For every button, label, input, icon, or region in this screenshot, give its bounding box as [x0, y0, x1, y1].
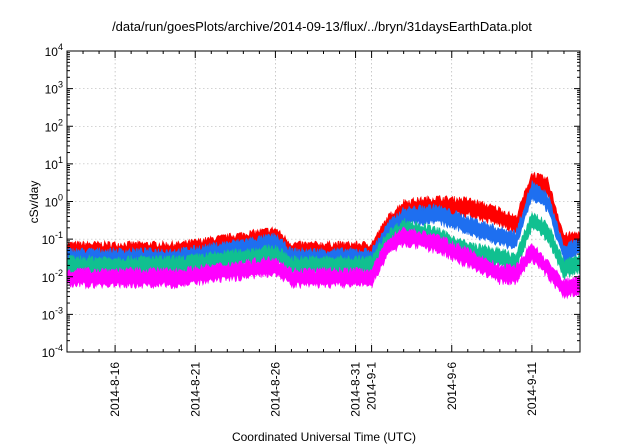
y-tick-label: 10-1 [42, 230, 63, 247]
y-tick-label: 10-3 [42, 305, 63, 322]
chart-title: /data/run/goesPlots/archive/2014-09-13/f… [112, 19, 532, 34]
y-tick-label: 10-4 [42, 343, 63, 360]
x-tick-label: 2014-8-21 [188, 362, 202, 417]
y-tick-label: 104 [45, 42, 63, 59]
x-tick-label: 2014-8-26 [268, 362, 282, 417]
y-tick-label: 101 [45, 155, 63, 172]
x-axis-label: Coordinated Universal Time (UTC) [232, 430, 416, 444]
x-tick-label: 2014-9-11 [525, 362, 539, 416]
y-tick-label: 102 [45, 117, 63, 134]
y-axis: 10-4 10-3 10-2 10-1 100 101 102 103 104 [42, 42, 580, 360]
x-tick-label: 2014-8-31 [349, 362, 363, 417]
x-tick-label: 2014-9-1 [365, 362, 379, 410]
y-axis-label: cSv/day [27, 181, 41, 224]
y-tick-label: 100 [45, 193, 63, 210]
x-tick-label: 2014-8-16 [108, 362, 122, 417]
series-group [66, 171, 581, 300]
y-tick-label: 10-2 [42, 268, 63, 285]
x-axis: 2014-8-16 2014-8-21 2014-8-26 2014-8-31 2014… [66, 51, 581, 417]
grid [67, 51, 580, 352]
x-tick-label: 2014-9-6 [445, 362, 459, 410]
y-tick-label: 103 [45, 80, 63, 97]
